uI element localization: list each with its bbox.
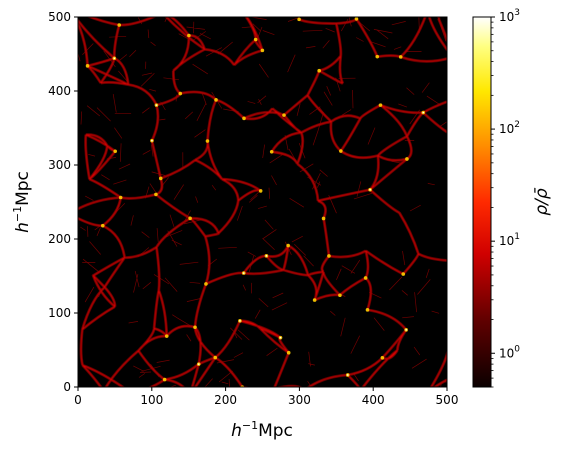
halo-node bbox=[118, 195, 123, 200]
halo-node bbox=[317, 68, 321, 73]
halo-node bbox=[458, 372, 462, 376]
halo-peak bbox=[458, 298, 460, 300]
halo-node bbox=[161, 11, 165, 15]
halo-node bbox=[162, 377, 167, 382]
halo-peak bbox=[346, 374, 349, 376]
halo-node bbox=[188, 216, 192, 221]
y-tick-label: 400 bbox=[48, 84, 71, 98]
halo-node bbox=[260, 48, 265, 53]
halo-node bbox=[213, 355, 218, 360]
halo-node bbox=[405, 157, 409, 161]
halo-node bbox=[338, 293, 342, 298]
colorbar-gradient bbox=[473, 17, 491, 387]
halo-node bbox=[327, 254, 331, 258]
halo-peak bbox=[197, 363, 200, 365]
y-axis-label: h−1Mpc bbox=[11, 171, 33, 233]
halo-node bbox=[297, 17, 301, 22]
halo-node bbox=[286, 350, 291, 355]
density-field bbox=[67, 6, 462, 397]
halo-peak bbox=[241, 10, 243, 12]
y-tick-label: 0 bbox=[63, 380, 71, 394]
halo-node bbox=[453, 175, 457, 179]
halo-node bbox=[456, 96, 460, 100]
halo-node bbox=[205, 139, 210, 143]
halo-node bbox=[451, 259, 455, 263]
halo-node bbox=[240, 9, 244, 13]
halo-node bbox=[365, 308, 370, 312]
halo-node bbox=[193, 325, 197, 330]
halo-node bbox=[286, 243, 290, 248]
x-axis-label: h−1Mpc bbox=[231, 419, 293, 441]
halo-node bbox=[258, 189, 263, 193]
halo-node bbox=[375, 54, 380, 59]
halo-peak bbox=[155, 104, 158, 106]
halo-node bbox=[401, 272, 406, 276]
x-tick-label: 0 bbox=[74, 393, 82, 407]
halo-node bbox=[164, 334, 169, 338]
halo-node bbox=[321, 216, 326, 221]
x-tick-label: 100 bbox=[140, 393, 163, 407]
halo-node bbox=[154, 192, 158, 197]
halo-node bbox=[269, 149, 274, 154]
x-tick-label: 200 bbox=[214, 393, 237, 407]
y-tick-label: 300 bbox=[48, 158, 71, 172]
halo-node bbox=[67, 6, 71, 10]
colorbar-label: ρ/ρ̄ bbox=[532, 187, 552, 215]
x-tick-label: 300 bbox=[288, 393, 311, 407]
halo-node bbox=[457, 297, 461, 301]
halo-node bbox=[204, 282, 208, 286]
halo-node bbox=[253, 37, 258, 42]
halo-peak bbox=[422, 111, 425, 114]
halo-node bbox=[312, 298, 317, 302]
colorbar-tick-label: 100 bbox=[499, 344, 520, 360]
halo-node bbox=[126, 389, 130, 393]
halo-peak bbox=[265, 255, 268, 257]
halo-node bbox=[378, 103, 383, 107]
halo-peak bbox=[369, 188, 371, 191]
halo-node bbox=[363, 276, 368, 280]
halo-node bbox=[100, 223, 105, 228]
halo-peak bbox=[239, 320, 241, 322]
halo-node bbox=[339, 149, 343, 153]
halo-node bbox=[242, 116, 246, 121]
halo-node bbox=[354, 17, 359, 21]
y-tick-label: 200 bbox=[48, 232, 71, 246]
halo-peak bbox=[242, 272, 245, 274]
halo-node bbox=[380, 355, 385, 360]
plot-area bbox=[67, 6, 462, 397]
colorbar-tick-label: 101 bbox=[499, 232, 520, 248]
x-axis: 0 100 200 300 400 500 bbox=[74, 387, 458, 407]
halo-node bbox=[102, 389, 106, 393]
plot-frame bbox=[77, 16, 448, 388]
halo-node bbox=[85, 64, 90, 68]
colorbar-tick-label: 102 bbox=[499, 120, 520, 136]
halo-node bbox=[113, 149, 118, 154]
halo-peak bbox=[279, 336, 282, 339]
halo-peak bbox=[113, 57, 116, 60]
colorbar-tick-label: 103 bbox=[499, 8, 520, 24]
halo-node bbox=[178, 91, 183, 96]
y-axis: 0 100 200 300 400 500 bbox=[48, 10, 78, 394]
filament-network bbox=[78, 17, 447, 387]
halo-node bbox=[188, 393, 192, 397]
colorbar-ticks: 100 101 102 103 bbox=[491, 8, 520, 388]
y-tick-label: 500 bbox=[48, 10, 71, 24]
halo-node bbox=[158, 176, 163, 181]
halo-node bbox=[282, 113, 286, 117]
halo-peak bbox=[405, 329, 407, 331]
halo-node bbox=[214, 98, 218, 102]
x-tick-label: 500 bbox=[436, 393, 459, 407]
halo-node bbox=[187, 33, 191, 38]
x-tick-label: 400 bbox=[362, 393, 385, 407]
colorbar-frame bbox=[472, 16, 492, 388]
halo-node bbox=[398, 55, 403, 59]
colorbar: 100 101 102 103 ρ/ρ̄ bbox=[472, 8, 552, 388]
halo-node bbox=[426, 391, 430, 395]
y-tick-label: 100 bbox=[48, 306, 71, 320]
halo-node bbox=[117, 23, 122, 27]
halo-peak bbox=[151, 139, 153, 142]
